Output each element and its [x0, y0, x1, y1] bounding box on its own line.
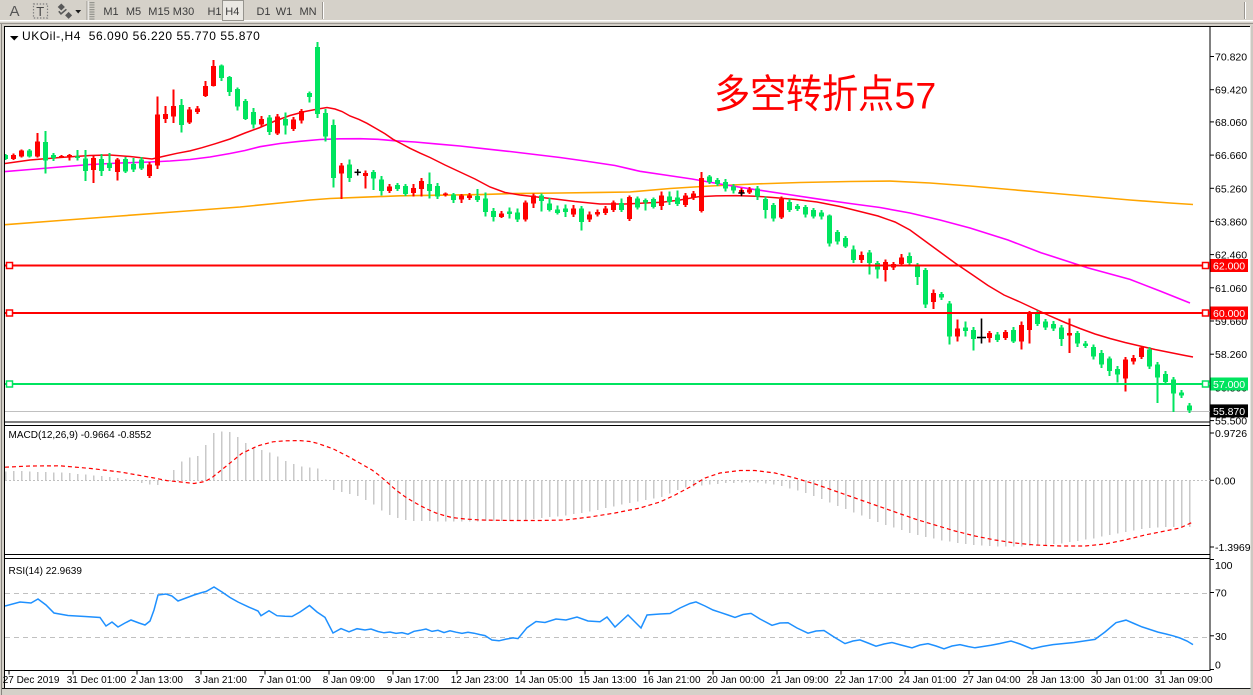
svg-text:16 Jan 21:00: 16 Jan 21:00 — [643, 675, 701, 686]
svg-text:RSI(14) 22.9639: RSI(14) 22.9639 — [9, 566, 83, 577]
svg-text:58.260: 58.260 — [1215, 349, 1247, 361]
svg-text:A: A — [10, 3, 20, 20]
svg-text:-1.3969: -1.3969 — [1215, 542, 1251, 554]
svg-text:70.820: 70.820 — [1215, 52, 1247, 64]
svg-text:H1: H1 — [207, 6, 221, 18]
svg-text:27 Dec 2019: 27 Dec 2019 — [3, 675, 60, 686]
svg-text:UKOil-,H4 56.090 56.220 55.77: UKOil-,H4 56.090 56.220 55.770 55.870 — [22, 29, 260, 43]
svg-text:70: 70 — [1215, 588, 1227, 600]
svg-text:30: 30 — [1215, 631, 1227, 643]
svg-text:M1: M1 — [103, 6, 118, 18]
svg-text:H4: H4 — [225, 6, 239, 18]
svg-text:21 Jan 09:00: 21 Jan 09:00 — [771, 675, 829, 686]
svg-text:69.420: 69.420 — [1215, 85, 1247, 97]
svg-text:0.00: 0.00 — [1215, 475, 1236, 487]
svg-text:W1: W1 — [276, 6, 293, 18]
svg-text:M30: M30 — [173, 6, 194, 18]
svg-text:9 Jan 17:00: 9 Jan 17:00 — [387, 675, 440, 686]
svg-text:65.260: 65.260 — [1215, 183, 1247, 195]
svg-text:7 Jan 01:00: 7 Jan 01:00 — [259, 675, 312, 686]
svg-text:28 Jan 13:00: 28 Jan 13:00 — [1027, 675, 1085, 686]
svg-text:55.500: 55.500 — [1215, 416, 1247, 428]
svg-text:66.660: 66.660 — [1215, 150, 1247, 162]
svg-text:2 Jan 13:00: 2 Jan 13:00 — [131, 675, 184, 686]
svg-text:31 Dec 01:00: 31 Dec 01:00 — [67, 675, 127, 686]
svg-text:57.000: 57.000 — [1213, 379, 1245, 391]
svg-text:12 Jan 23:00: 12 Jan 23:00 — [451, 675, 509, 686]
svg-text:30 Jan 01:00: 30 Jan 01:00 — [1091, 675, 1149, 686]
svg-text:60.000: 60.000 — [1213, 308, 1245, 320]
svg-text:0.9726: 0.9726 — [1215, 428, 1247, 440]
svg-text:27 Jan 04:00: 27 Jan 04:00 — [963, 675, 1021, 686]
svg-text:D1: D1 — [256, 6, 270, 18]
svg-text:15 Jan 13:00: 15 Jan 13:00 — [579, 675, 637, 686]
svg-text:24 Jan 01:00: 24 Jan 01:00 — [899, 675, 957, 686]
svg-text:M5: M5 — [126, 6, 141, 18]
svg-text:20 Jan 00:00: 20 Jan 00:00 — [707, 675, 765, 686]
svg-text:MN: MN — [299, 6, 316, 18]
svg-text:61.060: 61.060 — [1215, 283, 1247, 295]
svg-text:62.460: 62.460 — [1215, 250, 1247, 262]
svg-text:MACD(12,26,9) -0.9664 -0.8552: MACD(12,26,9) -0.9664 -0.8552 — [9, 430, 152, 441]
svg-text:63.860: 63.860 — [1215, 216, 1247, 228]
svg-text:T: T — [36, 4, 44, 19]
svg-text:M15: M15 — [148, 6, 169, 18]
svg-text:14 Jan 05:00: 14 Jan 05:00 — [515, 675, 573, 686]
svg-text:8 Jan 09:00: 8 Jan 09:00 — [323, 675, 376, 686]
svg-text:62.000: 62.000 — [1213, 261, 1245, 273]
svg-text:68.060: 68.060 — [1215, 117, 1247, 129]
svg-text:0: 0 — [1215, 659, 1221, 671]
svg-text:3 Jan 21:00: 3 Jan 21:00 — [195, 675, 248, 686]
svg-text:100: 100 — [1215, 560, 1233, 572]
svg-text:57: 57 — [895, 75, 937, 117]
svg-text:55.870: 55.870 — [1213, 406, 1245, 418]
svg-text:22 Jan 17:00: 22 Jan 17:00 — [835, 675, 893, 686]
svg-text:31 Jan 09:00: 31 Jan 09:00 — [1155, 675, 1213, 686]
